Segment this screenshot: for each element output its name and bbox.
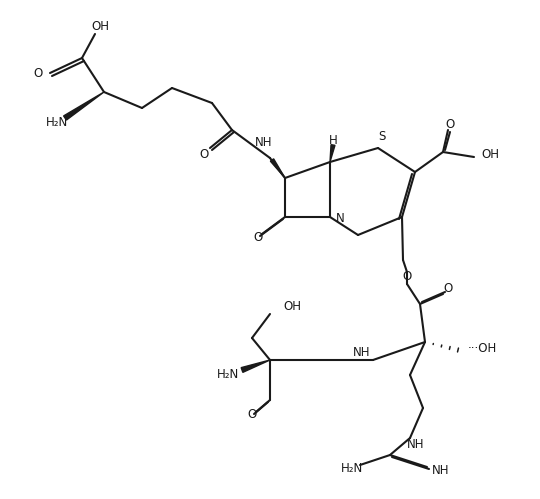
Polygon shape	[271, 159, 285, 178]
Text: OH: OH	[283, 300, 301, 313]
Text: OH: OH	[91, 19, 109, 32]
Polygon shape	[64, 92, 104, 120]
Text: OH: OH	[481, 148, 499, 161]
Text: NH: NH	[353, 345, 371, 358]
Text: H₂N: H₂N	[341, 462, 363, 475]
Text: H₂N: H₂N	[46, 115, 68, 129]
Text: O: O	[446, 117, 455, 131]
Text: NH: NH	[255, 136, 273, 149]
Polygon shape	[330, 145, 335, 162]
Text: O: O	[253, 231, 262, 244]
Text: O: O	[199, 148, 208, 161]
Text: H₂N: H₂N	[217, 368, 239, 382]
Text: H: H	[329, 134, 338, 147]
Text: O: O	[402, 269, 411, 282]
Text: S: S	[379, 130, 386, 143]
Text: NH: NH	[407, 438, 424, 451]
Text: O: O	[247, 408, 256, 421]
Text: ···OH: ···OH	[468, 341, 497, 354]
Text: NH: NH	[432, 464, 449, 477]
Text: N: N	[336, 212, 345, 225]
Text: O: O	[443, 282, 453, 295]
Text: O: O	[33, 66, 43, 79]
Polygon shape	[241, 360, 270, 372]
